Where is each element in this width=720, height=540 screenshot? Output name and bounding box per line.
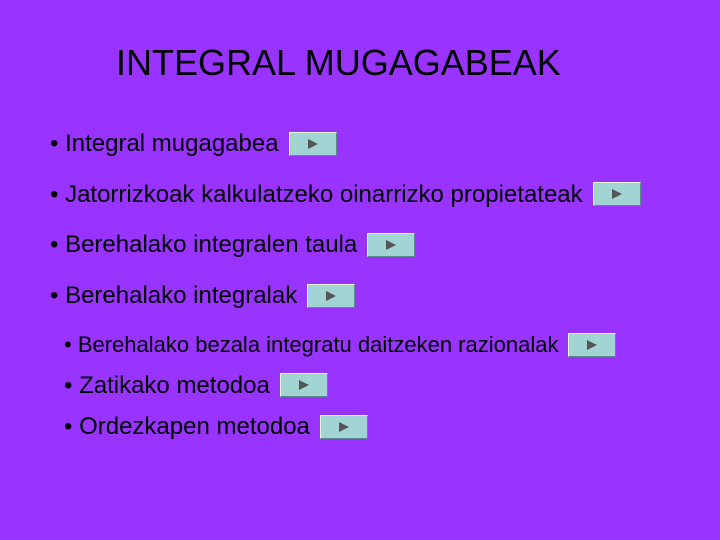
bullet-item: • Berehalako integralak (50, 282, 690, 310)
play-icon (306, 138, 320, 150)
bullet-label: • Ordezkapen metodoa (64, 413, 310, 441)
play-button-4[interactable] (568, 333, 616, 357)
play-icon (337, 421, 351, 433)
play-icon (384, 239, 398, 251)
play-icon (610, 188, 624, 200)
play-button-0[interactable] (289, 132, 337, 156)
play-button-5[interactable] (280, 373, 328, 397)
bullet-item: • Jatorrizkoak kalkulatzeko oinarrizko p… (50, 181, 690, 209)
bullet-label: • Jatorrizkoak kalkulatzeko oinarrizko p… (50, 181, 583, 209)
play-button-2[interactable] (367, 233, 415, 257)
bullet-item: • Berehalako bezala integratu daitzeken … (64, 332, 690, 357)
play-icon (297, 379, 311, 391)
bullet-label: • Berehalako bezala integratu daitzeken … (64, 332, 558, 357)
play-icon (324, 290, 338, 302)
bullet-item: • Zatikako metodoa (64, 372, 690, 400)
play-button-1[interactable] (593, 182, 641, 206)
bullet-label: • Berehalako integralak (50, 282, 297, 310)
play-button-3[interactable] (307, 284, 355, 308)
bullet-item: • Berehalako integralen taula (50, 231, 690, 259)
bullet-item: • Ordezkapen metodoa (64, 413, 690, 441)
slide-title: INTEGRAL MUGAGABEAK (116, 42, 561, 84)
play-button-6[interactable] (320, 415, 368, 439)
bullet-item: • Integral mugagabea (50, 130, 690, 158)
bullet-label: • Integral mugagabea (50, 130, 279, 158)
bullet-label: • Zatikako metodoa (64, 372, 270, 400)
slide: INTEGRAL MUGAGABEAK • Integral mugagabea… (0, 0, 720, 540)
bullet-label: • Berehalako integralen taula (50, 231, 357, 259)
play-icon (585, 339, 599, 351)
bullet-list: • Integral mugagabea • Jatorrizkoak kalku… (50, 130, 690, 455)
